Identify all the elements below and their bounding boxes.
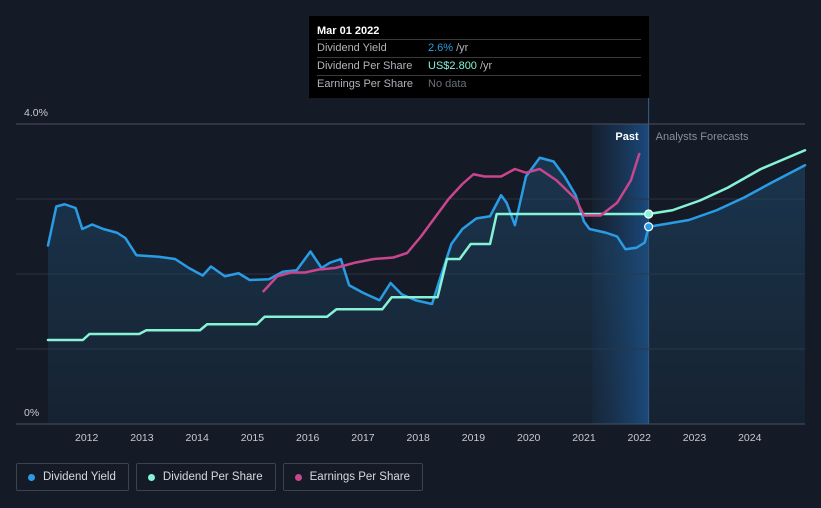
x-tick-label: 2013 — [130, 432, 154, 444]
tooltip-row-dividend-yield: Dividend Yield 2.6% /yr — [317, 39, 641, 57]
x-tick-label: 2021 — [572, 432, 596, 444]
x-tick-label: 2017 — [351, 432, 375, 444]
tooltip-row-dividend-per-share: Dividend Per Share US$2.800 /yr — [317, 57, 641, 75]
legend: Dividend Yield Dividend Per Share Earnin… — [16, 463, 430, 491]
tooltip-value: 2.6% — [428, 42, 454, 54]
tooltip-date: Mar 01 2022 — [317, 25, 380, 37]
tooltip-value: US$2.800 — [428, 60, 477, 72]
x-tick-label: 2020 — [517, 432, 541, 444]
x-tick-label: 2015 — [241, 432, 265, 444]
tooltip-label: Earnings Per Share — [317, 78, 413, 90]
series-line-dividend-yield — [46, 156, 807, 306]
tooltip-label: Dividend Yield — [317, 42, 387, 54]
x-tick-label: 2019 — [462, 432, 486, 444]
x-tick-label: 2018 — [407, 432, 431, 444]
legend-label: Earnings Per Share — [309, 471, 410, 483]
x-tick-label: 2024 — [738, 432, 762, 444]
y-tick-label: 0% — [24, 407, 39, 419]
series-line-dividend-per-share — [46, 149, 807, 342]
legend-dot — [147, 473, 155, 481]
tooltip: Mar 01 2022 Dividend Yield 2.6% /yr Divi… — [309, 16, 649, 98]
tooltip-value: No data — [428, 78, 467, 90]
x-tick-label: 2022 — [628, 432, 652, 444]
legend-label: Dividend Yield — [43, 471, 116, 483]
legend-item-dividend-per-share[interactable]: Dividend Per Share — [135, 463, 276, 491]
legend-label: Dividend Per Share — [162, 471, 263, 483]
forecast-label: Analysts Forecasts — [656, 131, 749, 143]
x-tick-label: 2014 — [186, 432, 210, 444]
past-label: Past — [615, 131, 639, 143]
legend-dot — [28, 473, 35, 481]
tooltip-row-earnings-per-share: Earnings Per Share No data — [317, 75, 641, 93]
tooltip-unit: /yr — [456, 42, 469, 54]
legend-item-dividend-yield[interactable]: Dividend Yield — [16, 463, 129, 491]
x-tick-label: 2016 — [296, 432, 320, 444]
current-marker — [644, 222, 654, 232]
x-tick-label: 2023 — [683, 432, 707, 444]
tooltip-label: Dividend Per Share — [317, 60, 413, 72]
tooltip-unit: /yr — [479, 60, 493, 72]
current-marker — [644, 209, 654, 219]
series-area-dividend-yield — [48, 157, 805, 424]
y-tick-label: 4.0% — [24, 107, 48, 119]
legend-dot — [294, 473, 302, 481]
legend-item-earnings-per-share[interactable]: Earnings Per Share — [282, 463, 423, 491]
x-tick-label: 2012 — [75, 432, 99, 444]
series-line-earnings-per-share — [262, 152, 641, 293]
